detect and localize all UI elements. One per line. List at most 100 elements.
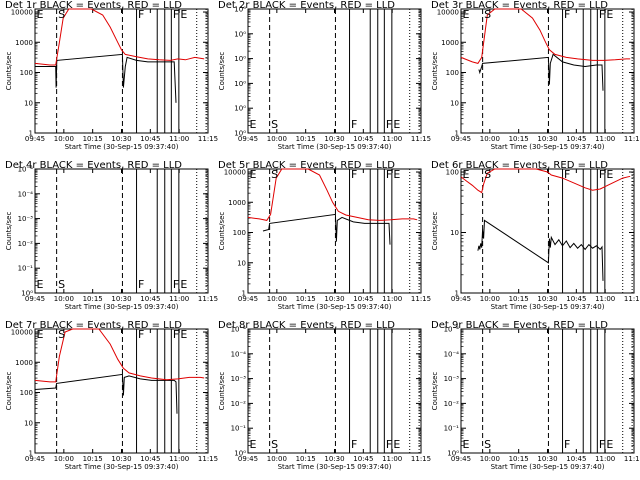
detector-panel-5: Det 5r BLACK = Events, RED = LLD 1 10 100 10…	[218, 160, 431, 311]
y-tick-label: 10000	[11, 9, 33, 17]
x-axis-label: Start Time (30-Sep-15 09:37:40)	[278, 143, 392, 151]
y-tick-label: 10⁰	[234, 30, 246, 38]
x-tick-label: 11:15	[411, 135, 431, 143]
y-tick-label: 10	[237, 259, 246, 267]
event-marker-label: F	[138, 8, 144, 21]
event-marker-label: F	[564, 168, 570, 181]
x-axis-label: Start Time (30-Sep-15 09:37:40)	[65, 303, 179, 311]
x-tick-label: 09:45	[25, 135, 45, 143]
events-series-line	[35, 53, 177, 103]
event-marker-label: F	[173, 278, 179, 291]
x-tick-label: 11:00	[595, 295, 615, 303]
event-marker-label: E	[250, 438, 257, 451]
y-tick-label: 10	[24, 419, 33, 427]
x-axis-label: Start Time (30-Sep-15 09:37:40)	[278, 463, 392, 471]
y-tick-label: 10⁰	[234, 105, 246, 113]
event-marker-label: S	[58, 328, 65, 341]
detector-panel-1: Det 1r BLACK = Events, RED = LLD 1 10 100 10…	[5, 0, 218, 151]
x-tick-label: 11:00	[595, 135, 615, 143]
event-marker-label: E	[393, 168, 400, 181]
event-marker-label: S	[271, 438, 278, 451]
y-tick-label: 10⁻⁴	[444, 326, 460, 334]
event-marker-label: S	[484, 8, 491, 21]
x-tick-label: 09:45	[25, 455, 45, 463]
event-marker-label: E	[606, 168, 613, 181]
y-tick-label: 10⁻³	[231, 375, 247, 383]
x-tick-label: 10:00	[480, 295, 500, 303]
x-tick-label: 11:00	[382, 135, 402, 143]
x-tick-label: 10:00	[54, 135, 74, 143]
y-tick-label: 10⁰	[234, 80, 246, 88]
y-tick-label: 10000	[11, 329, 33, 337]
event-marker-label: F	[173, 8, 179, 21]
x-tick-label: 10:30	[537, 455, 557, 463]
x-tick-label: 11:00	[382, 295, 402, 303]
y-tick-label: 1000	[441, 39, 459, 47]
event-marker-label: E	[606, 438, 613, 451]
lld-series-line	[460, 168, 631, 194]
event-marker-label: E	[250, 118, 257, 131]
x-tick-label: 10:30	[537, 295, 557, 303]
y-tick-label: 100	[446, 169, 459, 177]
x-tick-label: 11:15	[411, 295, 431, 303]
x-tick-label: 09:45	[451, 135, 471, 143]
panel-title: Det 1r BLACK = Events, RED = LLD	[5, 0, 182, 11]
y-tick-label: 100	[446, 69, 459, 77]
x-tick-label: 10:45	[566, 455, 586, 463]
x-tick-label: 09:45	[451, 295, 471, 303]
y-tick-label: 10	[450, 99, 459, 107]
x-tick-label: 11:00	[169, 295, 189, 303]
panel-title: Det 2r BLACK = Events, RED = LLD	[218, 0, 395, 11]
y-tick-label: 100	[20, 69, 33, 77]
events-series-line	[34, 373, 178, 414]
x-tick-label: 10:15	[296, 135, 316, 143]
y-tick-label: 10000	[437, 9, 459, 17]
x-tick-label: 10:15	[83, 135, 103, 143]
y-tick-label: 1000	[15, 359, 33, 367]
y-tick-label: 10⁰	[447, 450, 459, 458]
y-tick-label: 1	[29, 450, 33, 458]
x-tick-label: 11:00	[595, 455, 615, 463]
event-marker-label: F	[173, 328, 179, 341]
panel-title: Det 9r BLACK = Events, RED = LLD	[431, 320, 608, 331]
x-axis-label: Start Time (30-Sep-15 09:37:40)	[65, 143, 179, 151]
plot-frame	[34, 168, 209, 294]
detector-panel-9: Det 9r BLACK = Events, RED = LLD 10⁰ 10⁻¹ 1…	[431, 320, 640, 471]
events-series-line	[477, 219, 604, 281]
y-tick-label: 1	[455, 290, 459, 298]
y-tick-label: 10⁻⁴	[444, 350, 460, 358]
x-tick-label: 11:15	[624, 455, 640, 463]
plot-frame	[247, 8, 422, 134]
detector-panel-8: Det 8r BLACK = Events, RED = LLD 10⁰ 10⁻¹ 1…	[218, 320, 431, 471]
x-tick-label: 10:45	[353, 455, 373, 463]
detector-panel-3: Det 3r BLACK = Events, RED = LLD 1 10 100 10…	[431, 0, 640, 151]
event-marker-label: E	[37, 278, 44, 291]
y-tick-label: 10⁻¹	[18, 265, 34, 273]
x-tick-label: 10:45	[140, 295, 160, 303]
lld-series-line	[34, 328, 205, 383]
y-tick-label: 1	[29, 130, 33, 138]
x-tick-label: 10:00	[54, 455, 74, 463]
panel-title: Det 3r BLACK = Events, RED = LLD	[431, 0, 608, 11]
y-tick-label: 10000	[224, 169, 246, 177]
events-series-line	[478, 53, 604, 91]
x-tick-label: 11:00	[169, 455, 189, 463]
event-marker-label: E	[180, 278, 187, 291]
y-tick-label: 10⁻¹	[231, 425, 247, 433]
event-marker-label: F	[138, 278, 144, 291]
y-tick-label: 10⁻²	[231, 400, 247, 408]
x-tick-label: 10:30	[111, 135, 131, 143]
y-tick-label: 10⁰	[234, 6, 246, 14]
x-tick-label: 10:30	[111, 455, 131, 463]
y-axis-label: Counts/sec	[5, 52, 13, 91]
y-tick-label: 10⁰	[234, 450, 246, 458]
x-tick-label: 11:15	[624, 135, 640, 143]
event-marker-label: E	[463, 8, 470, 21]
y-tick-label: 100	[20, 389, 33, 397]
x-axis-label: Start Time (30-Sep-15 09:37:40)	[491, 463, 605, 471]
x-tick-label: 10:15	[296, 295, 316, 303]
event-marker-label: F	[386, 118, 392, 131]
y-axis-label: Counts/sec	[218, 372, 226, 411]
x-axis-label: Start Time (30-Sep-15 09:37:40)	[491, 303, 605, 311]
